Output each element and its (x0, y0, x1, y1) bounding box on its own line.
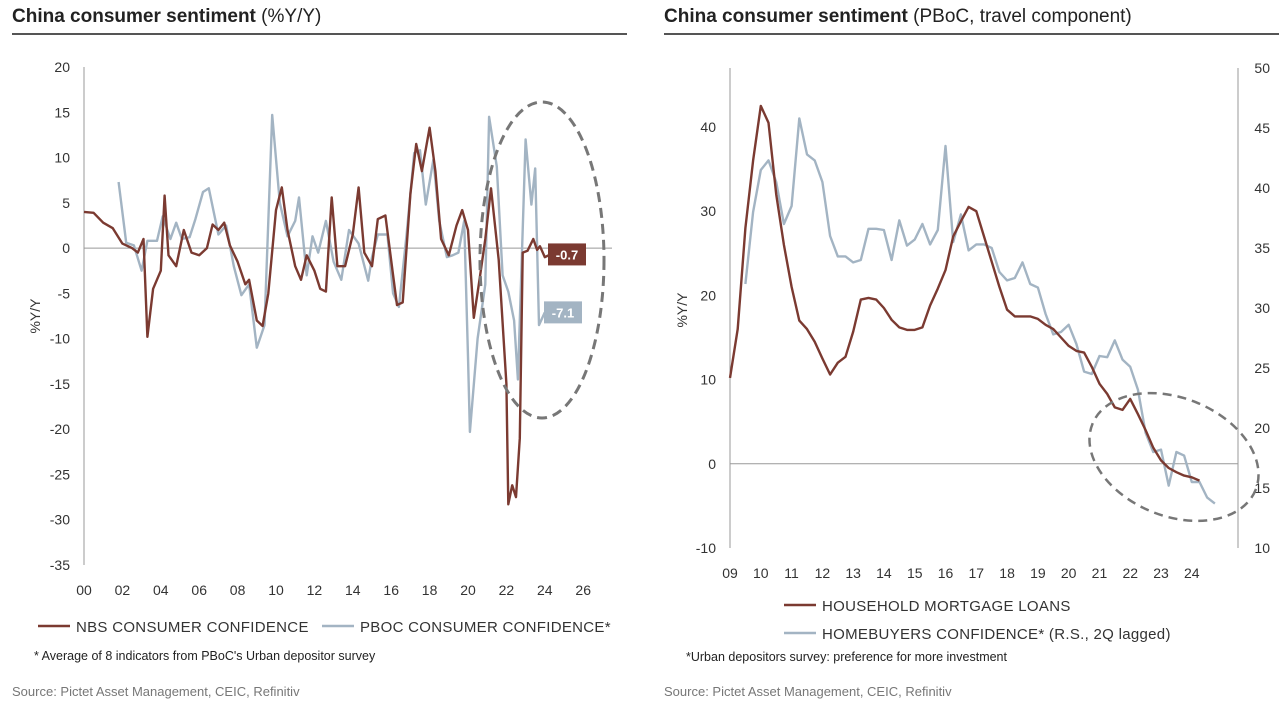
left-x-tick-label: 14 (345, 582, 361, 598)
right-y-axis-title: %Y/Y (674, 292, 690, 328)
right-title-rule (664, 33, 1279, 35)
right-y2-tick-label: 15 (1254, 480, 1270, 496)
left-x-tick-label: 00 (76, 582, 92, 598)
left-y-tick-label: 5 (62, 195, 70, 211)
left-y-tick-label: -25 (50, 466, 70, 482)
right-x-tick-label: 17 (969, 565, 985, 581)
left-x-tick-label: 04 (153, 582, 169, 598)
right-x-tick-label: 13 (845, 565, 861, 581)
legend-mortgage-label: HOUSEHOLD MORTGAGE LOANS (822, 598, 1071, 615)
left-y-tick-label: -10 (50, 331, 70, 347)
legend-homebuyers-label: HOMEBUYERS CONFIDENCE* (R.S., 2Q lagged) (822, 626, 1171, 643)
left-x-tick-label: 24 (537, 582, 553, 598)
left-chart-title: China consumer sentiment (%Y/Y) (12, 6, 322, 27)
right-x-tick-label: 23 (1153, 565, 1169, 581)
left-x-tick-label: 18 (422, 582, 438, 598)
household-mortgage-loans-line (728, 104, 1200, 482)
right-y2-tick-label: 40 (1254, 180, 1270, 196)
right-x-tick-label: 18 (999, 565, 1015, 581)
left-y-tick-label: 0 (62, 240, 70, 256)
left-chart-svg: 20 15 10 5 0 -5 -10 -15 -20 -25 -30 -35 00 02 04 06 08 10… (12, 59, 612, 699)
right-y-tick-label: 40 (700, 119, 716, 135)
nbs-end-badge (548, 243, 586, 266)
left-source: Source: Pictet Asset Management, CEIC, R… (12, 684, 300, 699)
right-y2-tick-label: 30 (1254, 300, 1270, 316)
right-y-tick-label: 30 (700, 203, 716, 219)
right-x-tick-label: 19 (1030, 565, 1046, 581)
left-x-tick-label: 26 (575, 582, 591, 598)
right-chart-svg: 40 30 20 10 0 -10 50 45 40 35 30 25 20 15 10 09 10 11 12 13… (664, 60, 1270, 699)
legend-pboc-label: PBOC CONSUMER CONFIDENCE* (360, 619, 611, 636)
legend-nbs-label: NBS CONSUMER CONFIDENCE (76, 619, 309, 636)
right-x-tick-label: 10 (753, 565, 769, 581)
right-y-tick-label: 20 (700, 287, 716, 303)
left-y-tick-label: -15 (50, 376, 70, 392)
right-x-tick-label: 20 (1061, 565, 1077, 581)
left-x-tick-label: 02 (115, 582, 131, 598)
left-y-tick-label: -20 (50, 421, 70, 437)
pboc-end-badge (544, 301, 582, 324)
right-source: Source: Pictet Asset Management, CEIC, R… (664, 684, 952, 699)
nbs-end-label: -0.7 (556, 247, 578, 262)
left-x-tick-label: 12 (307, 582, 323, 598)
right-x-tick-label: 09 (722, 565, 738, 581)
pboc-end-label: -7.1 (552, 305, 574, 320)
right-y-tick-label: 10 (700, 372, 716, 388)
highlight-ellipse (1088, 391, 1260, 523)
left-y-tick-label: -5 (58, 285, 71, 301)
left-y-tick-label: -30 (50, 512, 70, 528)
right-x-tick-label: 24 (1184, 565, 1200, 581)
left-x-tick-label: 08 (230, 582, 246, 598)
right-y2-tick-label: 50 (1254, 60, 1270, 76)
right-y-tick-label: 0 (708, 456, 716, 472)
left-x-tick-label: 10 (268, 582, 284, 598)
right-x-tick-label: 12 (815, 565, 831, 581)
left-y-tick-label: 20 (54, 59, 70, 75)
left-y-tick-label: 15 (54, 104, 70, 120)
right-footnote: *Urban depositors survey: preference for… (686, 650, 1008, 664)
right-x-tick-label: 15 (907, 565, 923, 581)
right-x-tick-label: 21 (1092, 565, 1108, 581)
left-x-tick-label: 20 (460, 582, 476, 598)
nbs-consumer-confidence-line (83, 126, 552, 506)
left-x-tick-label: 16 (383, 582, 399, 598)
right-x-tick-label: 16 (938, 565, 954, 581)
left-y-tick-label: -35 (50, 557, 70, 573)
right-y2-tick-label: 45 (1254, 120, 1270, 136)
homebuyers-confidence-line (744, 117, 1216, 505)
left-y-axis-title: %Y/Y (27, 298, 43, 334)
right-y2-tick-label: 35 (1254, 240, 1270, 256)
right-y2-tick-label: 10 (1254, 540, 1270, 556)
right-x-tick-label: 22 (1122, 565, 1138, 581)
right-x-tick-label: 14 (876, 565, 892, 581)
highlight-ellipse (478, 100, 606, 420)
right-chart-title: China consumer sentiment (PBoC, travel c… (664, 6, 1132, 27)
right-y2-tick-label: 20 (1254, 420, 1270, 436)
left-x-tick-label: 06 (191, 582, 207, 598)
right-y2-tick-label: 25 (1254, 360, 1270, 376)
left-title-rule (12, 33, 627, 35)
right-x-tick-label: 11 (784, 565, 799, 581)
left-y-tick-label: 10 (54, 150, 70, 166)
left-x-tick-label: 22 (499, 582, 515, 598)
right-y-tick-label: -10 (696, 540, 716, 556)
left-footnote: * Average of 8 indicators from PBoC's Ur… (34, 649, 376, 663)
